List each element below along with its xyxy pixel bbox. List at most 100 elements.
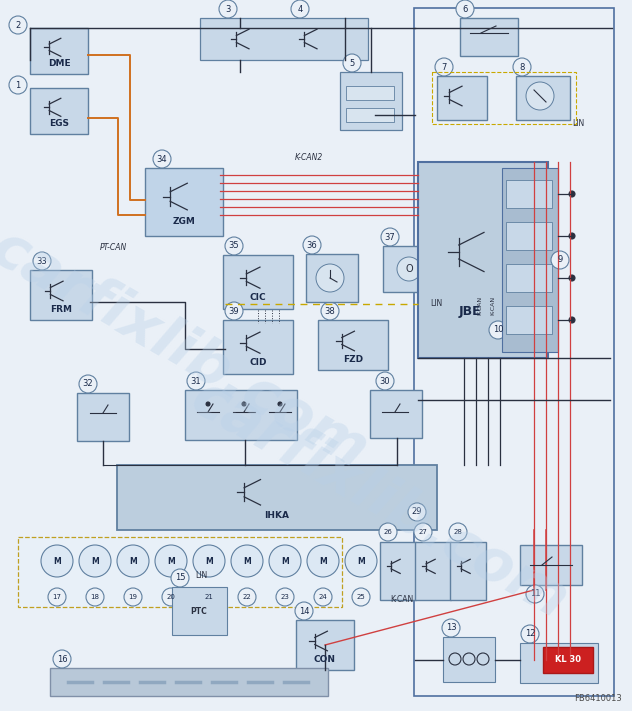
Text: 23: 23 — [281, 594, 289, 600]
Bar — [30, 270, 92, 320]
Text: M: M — [281, 557, 289, 565]
Bar — [172, 587, 227, 635]
Text: LIN: LIN — [430, 299, 442, 309]
Text: K-CAN2: K-CAN2 — [295, 154, 323, 163]
Bar — [18, 537, 342, 607]
Circle shape — [53, 650, 71, 668]
Text: FZD: FZD — [343, 355, 363, 363]
Circle shape — [33, 252, 51, 270]
Circle shape — [193, 545, 225, 577]
Circle shape — [303, 236, 321, 254]
Circle shape — [569, 317, 575, 323]
Circle shape — [200, 588, 218, 606]
Text: 21: 21 — [205, 594, 214, 600]
Bar — [370, 390, 422, 438]
Circle shape — [316, 264, 344, 292]
Bar — [418, 162, 548, 358]
Text: CID: CID — [249, 358, 267, 367]
Text: M: M — [243, 557, 251, 565]
Text: 35: 35 — [229, 242, 240, 250]
Text: 29: 29 — [412, 508, 422, 516]
Circle shape — [117, 545, 149, 577]
Text: 30: 30 — [380, 377, 391, 385]
Circle shape — [9, 16, 27, 34]
Text: 20: 20 — [167, 594, 176, 600]
Text: 5: 5 — [349, 58, 355, 68]
Circle shape — [569, 191, 575, 197]
Text: carfixlib.com: carfixlib.com — [181, 369, 578, 631]
Circle shape — [187, 372, 205, 390]
Bar — [502, 168, 558, 352]
Text: M: M — [53, 557, 61, 565]
Circle shape — [155, 545, 187, 577]
Circle shape — [521, 625, 539, 643]
Text: 8: 8 — [520, 63, 525, 72]
Circle shape — [526, 585, 544, 603]
Circle shape — [343, 54, 361, 72]
Circle shape — [291, 0, 309, 18]
Bar — [506, 306, 552, 334]
Circle shape — [314, 588, 332, 606]
Text: 11: 11 — [530, 589, 540, 599]
Circle shape — [238, 588, 256, 606]
Bar — [318, 320, 388, 370]
Text: M: M — [91, 557, 99, 565]
Circle shape — [307, 545, 339, 577]
Bar — [223, 255, 293, 309]
Bar — [306, 254, 358, 302]
Bar — [432, 72, 576, 124]
Text: K-CAN: K-CAN — [390, 596, 413, 604]
Text: 9: 9 — [557, 255, 562, 264]
Circle shape — [376, 372, 394, 390]
Circle shape — [48, 588, 66, 606]
Circle shape — [569, 233, 575, 239]
Circle shape — [489, 321, 507, 339]
Text: FB6410013: FB6410013 — [574, 694, 622, 703]
Text: JBE: JBE — [459, 306, 482, 319]
Bar — [520, 643, 598, 683]
Text: M: M — [319, 557, 327, 565]
Text: 1: 1 — [15, 80, 21, 90]
Circle shape — [171, 569, 189, 587]
Text: O: O — [405, 264, 413, 274]
Circle shape — [225, 237, 243, 255]
Text: M: M — [357, 557, 365, 565]
Bar — [296, 620, 354, 670]
Bar — [380, 542, 416, 600]
Bar — [117, 465, 437, 530]
Circle shape — [456, 0, 474, 18]
Text: PTC: PTC — [191, 606, 207, 616]
Circle shape — [569, 275, 575, 281]
Circle shape — [397, 257, 421, 281]
Text: 12: 12 — [525, 629, 535, 638]
Text: 32: 32 — [83, 380, 94, 388]
Text: 31: 31 — [191, 377, 202, 385]
Circle shape — [352, 588, 370, 606]
Text: M: M — [205, 557, 213, 565]
Bar — [506, 180, 552, 208]
Text: 14: 14 — [299, 606, 309, 616]
Circle shape — [345, 545, 377, 577]
Bar — [30, 88, 88, 134]
Circle shape — [278, 402, 282, 406]
Circle shape — [153, 150, 171, 168]
Circle shape — [276, 588, 294, 606]
Bar — [185, 390, 297, 440]
Circle shape — [449, 523, 467, 541]
Bar — [346, 108, 394, 122]
Text: 22: 22 — [243, 594, 252, 600]
Circle shape — [162, 588, 180, 606]
Circle shape — [219, 0, 237, 18]
Text: M: M — [167, 557, 175, 565]
Text: 38: 38 — [325, 306, 336, 316]
Text: 37: 37 — [385, 232, 396, 242]
Circle shape — [9, 76, 27, 94]
Text: FRM: FRM — [50, 304, 72, 314]
Text: CON: CON — [314, 655, 336, 663]
Circle shape — [321, 302, 339, 320]
Bar — [200, 18, 368, 60]
Bar — [223, 320, 293, 374]
Bar — [77, 393, 129, 441]
Text: 15: 15 — [175, 574, 185, 582]
Text: 36: 36 — [307, 240, 317, 250]
